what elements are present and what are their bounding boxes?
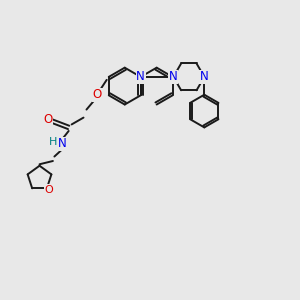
Text: N: N <box>57 137 66 150</box>
Text: N: N <box>200 70 209 83</box>
Text: H: H <box>49 137 57 147</box>
Text: O: O <box>45 185 54 195</box>
Text: N: N <box>136 70 145 83</box>
Text: O: O <box>93 88 102 101</box>
Text: N: N <box>169 70 178 83</box>
Text: O: O <box>43 113 52 126</box>
